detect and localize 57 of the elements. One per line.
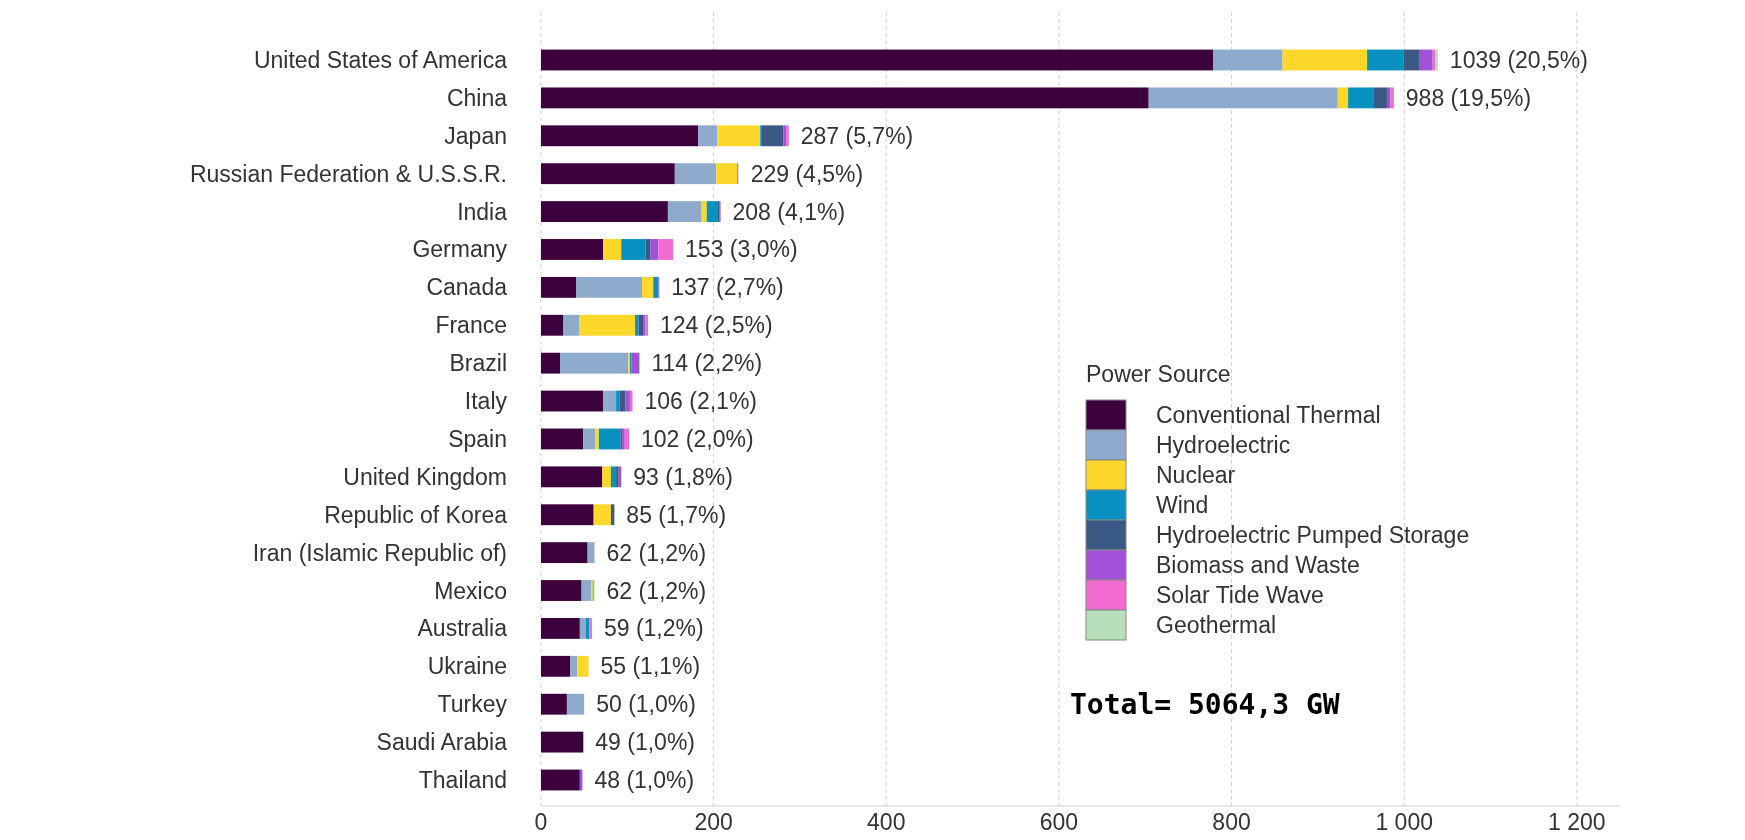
legend-label: Nuclear [1156, 462, 1236, 488]
y-tick-label: Spain [448, 425, 507, 452]
total-label: 62 (1,2%) [606, 577, 707, 604]
x-tick-label: 200 [694, 809, 733, 835]
total-label: 49 (1,0%) [595, 729, 696, 756]
legend-label: Wind [1156, 492, 1209, 518]
y-tick-label: China [446, 84, 508, 111]
y-tick-label: United Kingdom [343, 463, 507, 490]
total-label: 48 (1,0%) [594, 767, 695, 793]
legend-label: Hydroelectric Pumped Storage [1156, 522, 1470, 548]
total-label: 287 (5,7%) [800, 122, 914, 149]
total-label: 153 (3,0%) [685, 236, 798, 263]
total-label: 93 (1,8%) [633, 463, 733, 490]
y-tick-label: Japan [444, 122, 507, 149]
total-label: 229 (4,5%) [750, 160, 864, 187]
total-label: 85 (1,7%) [626, 501, 727, 528]
y-tick-label: Republic of Korea [324, 501, 508, 528]
y-tick-label: Russian Federation & U.S.S.R. [189, 160, 507, 187]
legend-title: Power Source [1086, 361, 1231, 387]
x-tick-label: 1 200 [1548, 809, 1606, 835]
total-label: 1039 (20,5%) [1449, 47, 1588, 73]
total-label: 106 (2,1%) [644, 388, 758, 415]
y-tick-label: Germany [412, 236, 508, 263]
annotation: Total= 5064,3 GW [1070, 688, 1340, 721]
y-tick-label: Thailand [418, 767, 507, 793]
x-tick-label: 600 [1039, 809, 1079, 835]
total-label: 55 (1,1%) [600, 653, 701, 680]
total-label: 62 (1,2%) [606, 539, 707, 566]
y-tick-label: France [435, 312, 507, 339]
y-tick-label: Saudi Arabia [376, 729, 508, 756]
y-tick-label: United States of America [253, 47, 508, 73]
y-tick-label: Mexico [434, 577, 507, 604]
x-tick-label: 800 [1212, 809, 1251, 835]
legend-label: Geothermal [1156, 612, 1277, 638]
y-tick-label: Brazil [449, 350, 507, 377]
total-label: 50 (1,0%) [596, 691, 696, 718]
total-label: 59 (1,2%) [603, 615, 704, 642]
total-label: 114 (2,2%) [651, 350, 763, 377]
total-label: 208 (4,1%) [732, 198, 846, 225]
total-label: 988 (19,5%) [1405, 84, 1532, 111]
total-label: 137 (2,7%) [671, 274, 784, 301]
y-tick-label: Canada [426, 274, 508, 301]
y-tick-label: India [457, 198, 508, 225]
y-tick-label: Ukraine [427, 653, 507, 680]
x-tick-label: 0 [534, 809, 548, 835]
y-tick-label: Australia [417, 615, 508, 642]
x-tick-label: 400 [867, 809, 906, 835]
y-tick-label: Turkey [437, 691, 508, 718]
legend-label: Hydroelectric [1156, 432, 1291, 458]
y-tick-label: Iran (Islamic Republic of) [252, 539, 507, 566]
legend-label: Solar Tide Wave [1156, 582, 1324, 608]
total-label: 102 (2,0%) [641, 425, 754, 452]
total-label: 124 (2,5%) [660, 312, 773, 339]
legend-label: Conventional Thermal [1156, 402, 1381, 428]
legend-label: Biomass and Waste [1156, 552, 1360, 578]
y-tick-label: Italy [464, 388, 508, 415]
x-tick-label: 1 000 [1375, 809, 1433, 835]
